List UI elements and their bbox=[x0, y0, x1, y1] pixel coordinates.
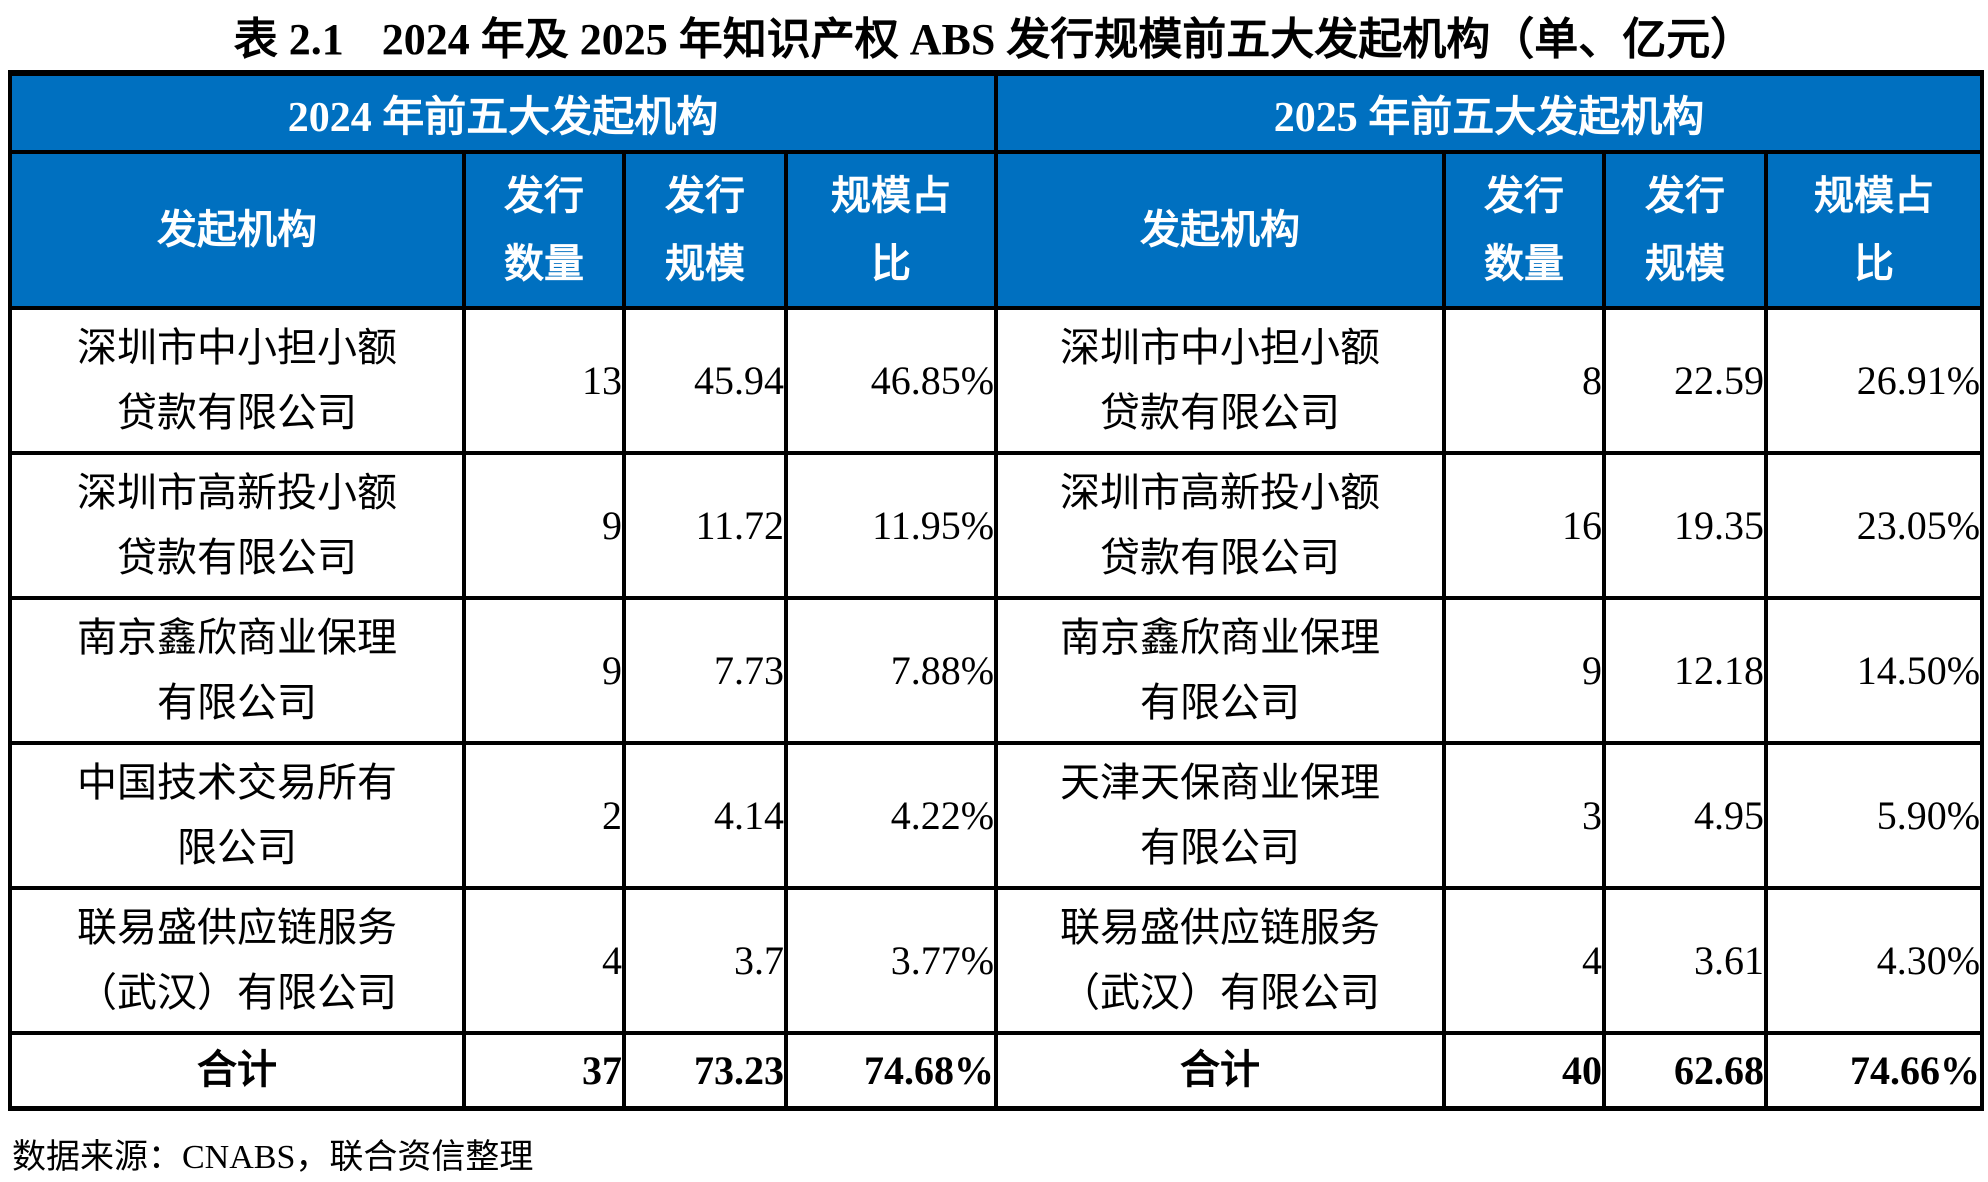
org-header-right: 发起机构 bbox=[994, 150, 1447, 310]
org-cell: 联易盛供应链服务（武汉）有限公司 bbox=[8, 886, 466, 1035]
share-cell: 26.91% bbox=[1764, 306, 1985, 455]
scale-cell: 3.7 bbox=[622, 886, 788, 1035]
scale-cell: 7.73 bbox=[622, 596, 788, 745]
issue-count-header-left: 发行 数量 bbox=[462, 150, 626, 310]
table-row: 深圳市高新投小额贷款有限公司 9 11.72 11.95% 深圳市高新投小额贷款… bbox=[8, 451, 1985, 600]
count-cell: 8 bbox=[1442, 306, 1607, 455]
total-label-right: 合计 bbox=[994, 1031, 1447, 1110]
count-cell: 9 bbox=[1442, 596, 1607, 745]
share-cell: 14.50% bbox=[1764, 596, 1985, 745]
year-group-header-row: 2024 年前五大发起机构 2025 年前五大发起机构 bbox=[7, 71, 1985, 154]
issue-count-header-right: 发行 数量 bbox=[1442, 150, 1607, 310]
share-cell: 5.90% bbox=[1764, 741, 1985, 890]
count-cell: 13 bbox=[462, 306, 626, 455]
org-cell: 深圳市高新投小额贷款有限公司 bbox=[8, 451, 466, 600]
scale-cell: 4.14 bbox=[622, 741, 788, 890]
total-scale-left: 73.23 bbox=[622, 1031, 788, 1110]
org-cell: 深圳市中小担小额贷款有限公司 bbox=[994, 306, 1447, 455]
share-cell: 4.30% bbox=[1764, 886, 1985, 1035]
count-cell: 3 bbox=[1442, 741, 1607, 890]
group-header-2024: 2024 年前五大发起机构 bbox=[7, 71, 999, 154]
table-number: 表 2.1 bbox=[233, 15, 344, 64]
share-header-right: 规模占 比 bbox=[1764, 150, 1985, 310]
scale-cell: 3.61 bbox=[1602, 886, 1769, 1035]
table-caption: 表 2.1 2024 年及 2025 年知识产权 ABS 发行规模前五大发起机构… bbox=[0, 0, 1988, 70]
scale-cell: 19.35 bbox=[1602, 451, 1769, 600]
scale-cell: 45.94 bbox=[622, 306, 788, 455]
source-note: 数据来源：CNABS，联合资信整理 bbox=[12, 1138, 534, 1176]
total-share-right: 74.66% bbox=[1764, 1031, 1985, 1110]
share-cell: 11.95% bbox=[783, 451, 999, 600]
table-row: 深圳市中小担小额贷款有限公司 13 45.94 46.85% 深圳市中小担小额贷… bbox=[8, 306, 1985, 455]
scale-cell: 4.95 bbox=[1602, 741, 1769, 890]
table-row: 南京鑫欣商业保理有限公司 9 7.73 7.88% 南京鑫欣商业保理有限公司 9… bbox=[8, 596, 1985, 745]
share-cell: 7.88% bbox=[783, 596, 999, 745]
column-header-row: 发起机构 发行 数量 发行 规模 规模占 比 发起机构 发行 数量 发行 规模 bbox=[8, 150, 1985, 310]
share-cell: 46.85% bbox=[783, 306, 999, 455]
org-cell: 深圳市高新投小额贷款有限公司 bbox=[994, 451, 1447, 600]
total-row: 合计 37 73.23 74.68% 合计 40 62.68 74.66% bbox=[8, 1031, 1985, 1110]
count-cell: 9 bbox=[462, 451, 626, 600]
count-cell: 2 bbox=[462, 741, 626, 890]
issue-scale-header-right: 发行 规模 bbox=[1602, 150, 1769, 310]
total-count-right: 40 bbox=[1442, 1031, 1607, 1110]
share-header-left: 规模占 比 bbox=[783, 150, 999, 310]
org-cell: 中国技术交易所有限公司 bbox=[8, 741, 466, 890]
abs-originators-table: 2024 年前五大发起机构 2025 年前五大发起机构 发起机构 发行 数量 发… bbox=[7, 70, 1985, 1111]
org-cell: 联易盛供应链服务（武汉）有限公司 bbox=[994, 886, 1447, 1035]
total-count-left: 37 bbox=[462, 1031, 626, 1110]
group-header-2025: 2025 年前五大发起机构 bbox=[994, 71, 1985, 154]
share-cell: 4.22% bbox=[783, 741, 999, 890]
table-row: 联易盛供应链服务（武汉）有限公司 4 3.7 3.77% 联易盛供应链服务（武汉… bbox=[8, 886, 1985, 1035]
total-share-left: 74.68% bbox=[783, 1031, 999, 1110]
count-cell: 16 bbox=[1442, 451, 1607, 600]
org-cell: 南京鑫欣商业保理有限公司 bbox=[8, 596, 466, 745]
issue-scale-header-left: 发行 规模 bbox=[622, 150, 788, 310]
table-title-text: 2024 年及 2025 年知识产权 ABS 发行规模前五大发起机构（单、亿元） bbox=[381, 15, 1755, 64]
share-cell: 3.77% bbox=[783, 886, 999, 1035]
total-label-left: 合计 bbox=[8, 1031, 466, 1110]
scale-cell: 22.59 bbox=[1602, 306, 1769, 455]
org-cell: 深圳市中小担小额贷款有限公司 bbox=[8, 306, 466, 455]
share-cell: 23.05% bbox=[1764, 451, 1985, 600]
total-scale-right: 62.68 bbox=[1602, 1031, 1769, 1110]
table-row: 中国技术交易所有限公司 2 4.14 4.22% 天津天保商业保理有限公司 3 … bbox=[8, 741, 1985, 890]
count-cell: 4 bbox=[462, 886, 626, 1035]
scale-cell: 12.18 bbox=[1602, 596, 1769, 745]
count-cell: 4 bbox=[1442, 886, 1607, 1035]
org-cell: 天津天保商业保理有限公司 bbox=[994, 741, 1447, 890]
count-cell: 9 bbox=[462, 596, 626, 745]
org-cell: 南京鑫欣商业保理有限公司 bbox=[994, 596, 1447, 745]
org-header-left: 发起机构 bbox=[8, 150, 466, 310]
scale-cell: 11.72 bbox=[622, 451, 788, 600]
